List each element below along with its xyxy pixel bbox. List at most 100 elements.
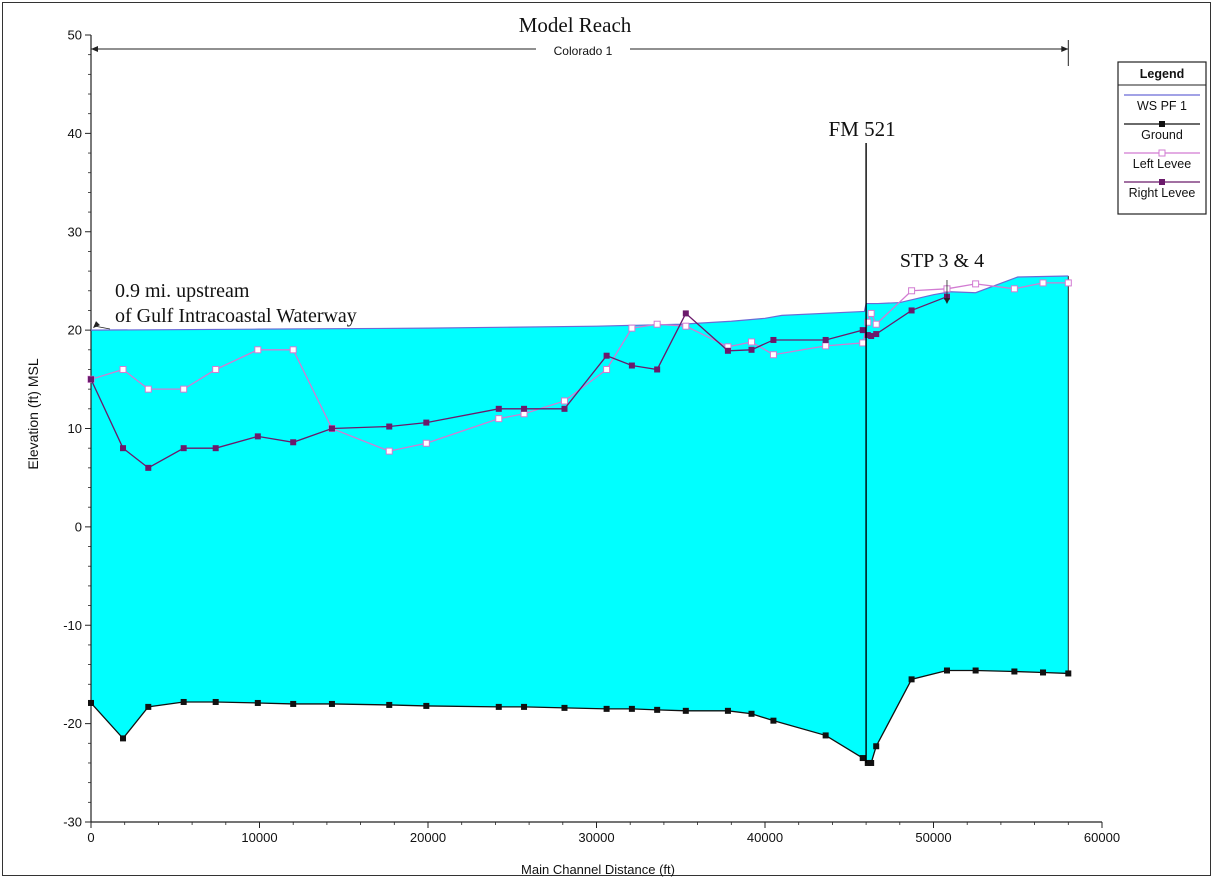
ground-point: [654, 706, 661, 713]
right-levee-point: [628, 362, 635, 369]
right-levee-point: [328, 425, 335, 432]
ground-point: [1040, 669, 1047, 676]
axes-layer: -30 -20 -10 0 10 20 30 40 50 0 10000 20000 30000 4000…: [63, 28, 1120, 846]
right-levee-point: [748, 346, 755, 353]
right-levee-point: [254, 433, 261, 440]
ground-point: [873, 743, 880, 750]
x-tick-label: 10000: [241, 830, 277, 845]
annotation-stp-arrowhead: [943, 298, 950, 304]
left-levee-point: [748, 338, 756, 346]
ground-point: [943, 667, 950, 674]
ground-point: [724, 707, 731, 714]
right-levee-point: [724, 347, 731, 354]
left-levee-point: [972, 280, 980, 288]
right-levee-point: [521, 405, 528, 412]
x-axis-label: Main Channel Distance (ft): [521, 862, 675, 877]
right-levee-point: [864, 332, 871, 339]
reach-arrow-right: [1061, 46, 1069, 52]
ground-point: [561, 704, 568, 711]
annotation-stp-text: STP 3 & 4: [900, 250, 984, 272]
right-levee-point: [145, 464, 152, 471]
y-tick-label: 10: [68, 421, 82, 436]
right-levee-point: [290, 439, 297, 446]
left-levee-point: [864, 318, 872, 326]
legend-left-levee-marker: [1158, 149, 1166, 157]
legend-right-levee-marker: [1159, 179, 1165, 185]
x-tick-label: 50000: [915, 830, 951, 845]
ground-point: [868, 759, 875, 766]
left-levee-point: [603, 365, 611, 373]
ground-point: [521, 703, 528, 710]
right-levee-point: [868, 333, 875, 340]
annotation-upstream-text: 0.9 mi. upstream: [115, 280, 250, 302]
right-levee-point: [654, 366, 661, 373]
legend-box: [1117, 61, 1207, 215]
y-tick-label: 20: [68, 323, 82, 338]
right-levee-point: [88, 376, 94, 383]
ground-point: [682, 707, 689, 714]
ground-point: [88, 699, 94, 706]
annotation-upstream-arrowhead: [93, 321, 100, 329]
y-tick-label: -20: [63, 716, 82, 731]
y-tick-label: -30: [63, 815, 82, 830]
legend-right-levee-label: Right Levee: [1129, 186, 1196, 200]
reach-arrow-left: [91, 46, 98, 52]
ws-pf1-line: [90, 275, 1069, 331]
legend-ground-label: Ground: [1141, 128, 1183, 142]
left-levee-point: [1039, 279, 1047, 287]
right-levee-point: [770, 336, 777, 343]
ground-point: [628, 705, 635, 712]
ground-point: [290, 700, 297, 707]
ground-point: [212, 698, 219, 705]
x-tick-label: 60000: [1084, 830, 1120, 845]
left-levee-point: [653, 320, 661, 328]
legend-ground-marker: [1159, 121, 1165, 127]
legend-ws-pf1-label: WS PF 1: [1137, 99, 1187, 113]
ground-point: [748, 710, 755, 717]
ground-point: [822, 732, 829, 739]
ground-point: [145, 703, 152, 710]
reach-label: Colorado 1: [554, 44, 613, 58]
ground-point: [859, 755, 866, 762]
annotation-upstream-text: of Gulf Intracoastal Waterway: [115, 305, 357, 327]
ground-point: [386, 701, 393, 708]
ground-point: [908, 676, 915, 683]
left-levee-point: [769, 351, 777, 359]
ground-point: [254, 699, 261, 706]
left-levee-point: [822, 342, 830, 350]
ground-point: [1011, 668, 1018, 675]
y-axis-label: Elevation (ft) MSL: [25, 358, 41, 469]
left-levee-point: [682, 322, 690, 330]
ground-point: [495, 703, 502, 710]
x-tick-label: 0: [87, 830, 94, 845]
annotation-upstream-arrow-line: [94, 325, 111, 330]
legend-title: Legend: [1140, 67, 1184, 81]
left-levee-point: [628, 324, 636, 332]
left-levee-point: [422, 439, 430, 447]
right-levee-point: [120, 445, 127, 452]
text-layer: Model Reach Colorado 1 Main Channel Dist…: [25, 13, 984, 877]
y-tick-label: 50: [68, 28, 82, 43]
right-levee-point: [212, 445, 219, 452]
left-levee-point: [872, 320, 880, 328]
right-levee-point: [603, 352, 610, 359]
right-levee-point: [561, 405, 568, 412]
water-area: [91, 276, 1069, 763]
left-levee-point: [1010, 285, 1018, 293]
right-levee-point: [822, 336, 829, 343]
annotation-fm521-text: FM 521: [829, 117, 896, 141]
ground-point: [603, 705, 610, 712]
left-levee-point: [859, 339, 867, 347]
x-tick-label: 20000: [410, 830, 446, 845]
left-levee-point: [289, 346, 297, 354]
left-levee-point: [867, 309, 875, 317]
water-fill-layer: [90, 276, 1069, 763]
ground-point: [120, 735, 127, 742]
right-levee-point: [859, 327, 866, 334]
ground-point: [180, 698, 187, 705]
ground-point: [770, 717, 777, 724]
ground-point: [972, 667, 979, 674]
y-tick-label: 40: [68, 126, 82, 141]
left-levee-point: [254, 346, 262, 354]
right-levee-point: [386, 423, 393, 430]
